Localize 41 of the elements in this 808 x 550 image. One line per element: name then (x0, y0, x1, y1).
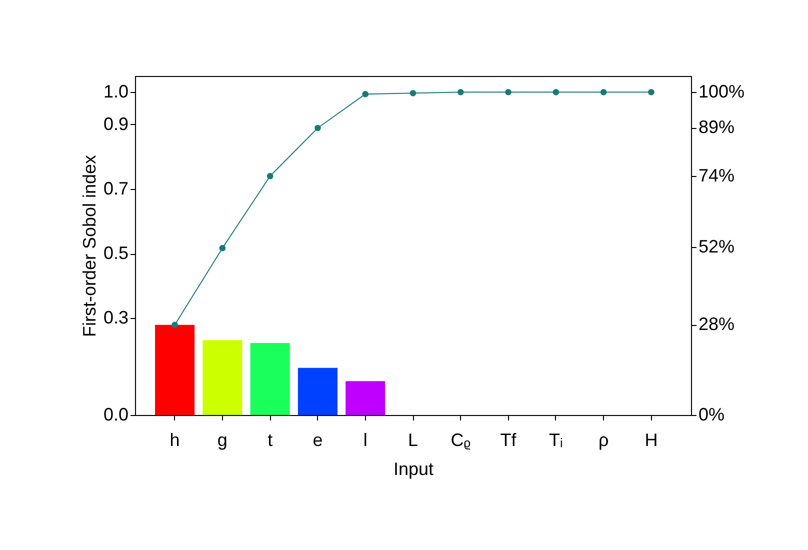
point (172, 322, 178, 328)
y2-tick-label: 28% (698, 314, 735, 334)
bar (155, 324, 195, 415)
y2-tick-label: 52% (698, 236, 735, 257)
y-tick-label: 0.7 (103, 178, 128, 198)
point (314, 124, 321, 132)
y-axis-title: First-order Sobol index (79, 154, 100, 338)
point (410, 90, 416, 96)
point (552, 88, 560, 96)
x-tick-label: e (312, 430, 323, 450)
y2-tick-label: 0% (698, 404, 725, 424)
x-tick-label: l (363, 430, 368, 450)
point (600, 88, 607, 96)
y-tick-label: 1.0 (103, 82, 128, 102)
point (362, 90, 369, 98)
point (457, 88, 464, 96)
x-tick-label: Cᵨ (450, 430, 471, 450)
y-tick-label: 0.0 (103, 404, 128, 424)
bar (202, 340, 242, 415)
bar (346, 381, 386, 415)
x-tick-label: Tf (500, 430, 518, 450)
y2-tick-label: 89% (698, 117, 735, 138)
x-axis-title: Input (393, 459, 434, 479)
x-tick-label: Tᵢ (549, 430, 563, 450)
x-tick-label: h (170, 430, 180, 450)
x-tick-label: H (644, 430, 658, 450)
y2-tick-label: 74% (698, 166, 735, 186)
bar (298, 368, 338, 415)
x-tick-label: L (408, 430, 418, 450)
point (266, 172, 274, 180)
x-tick-label: ρ (598, 430, 609, 450)
y-tick-label: 0.5 (103, 243, 128, 264)
x-tick-label: g (217, 430, 228, 450)
y2-tick-label: 100% (698, 82, 745, 102)
x-tick-label: t (268, 430, 273, 450)
point (648, 88, 654, 96)
bar (250, 343, 290, 415)
y-tick-label: 0.3 (103, 308, 128, 328)
point (505, 88, 512, 96)
point (219, 244, 226, 252)
y-tick-label: 0.9 (103, 114, 128, 134)
